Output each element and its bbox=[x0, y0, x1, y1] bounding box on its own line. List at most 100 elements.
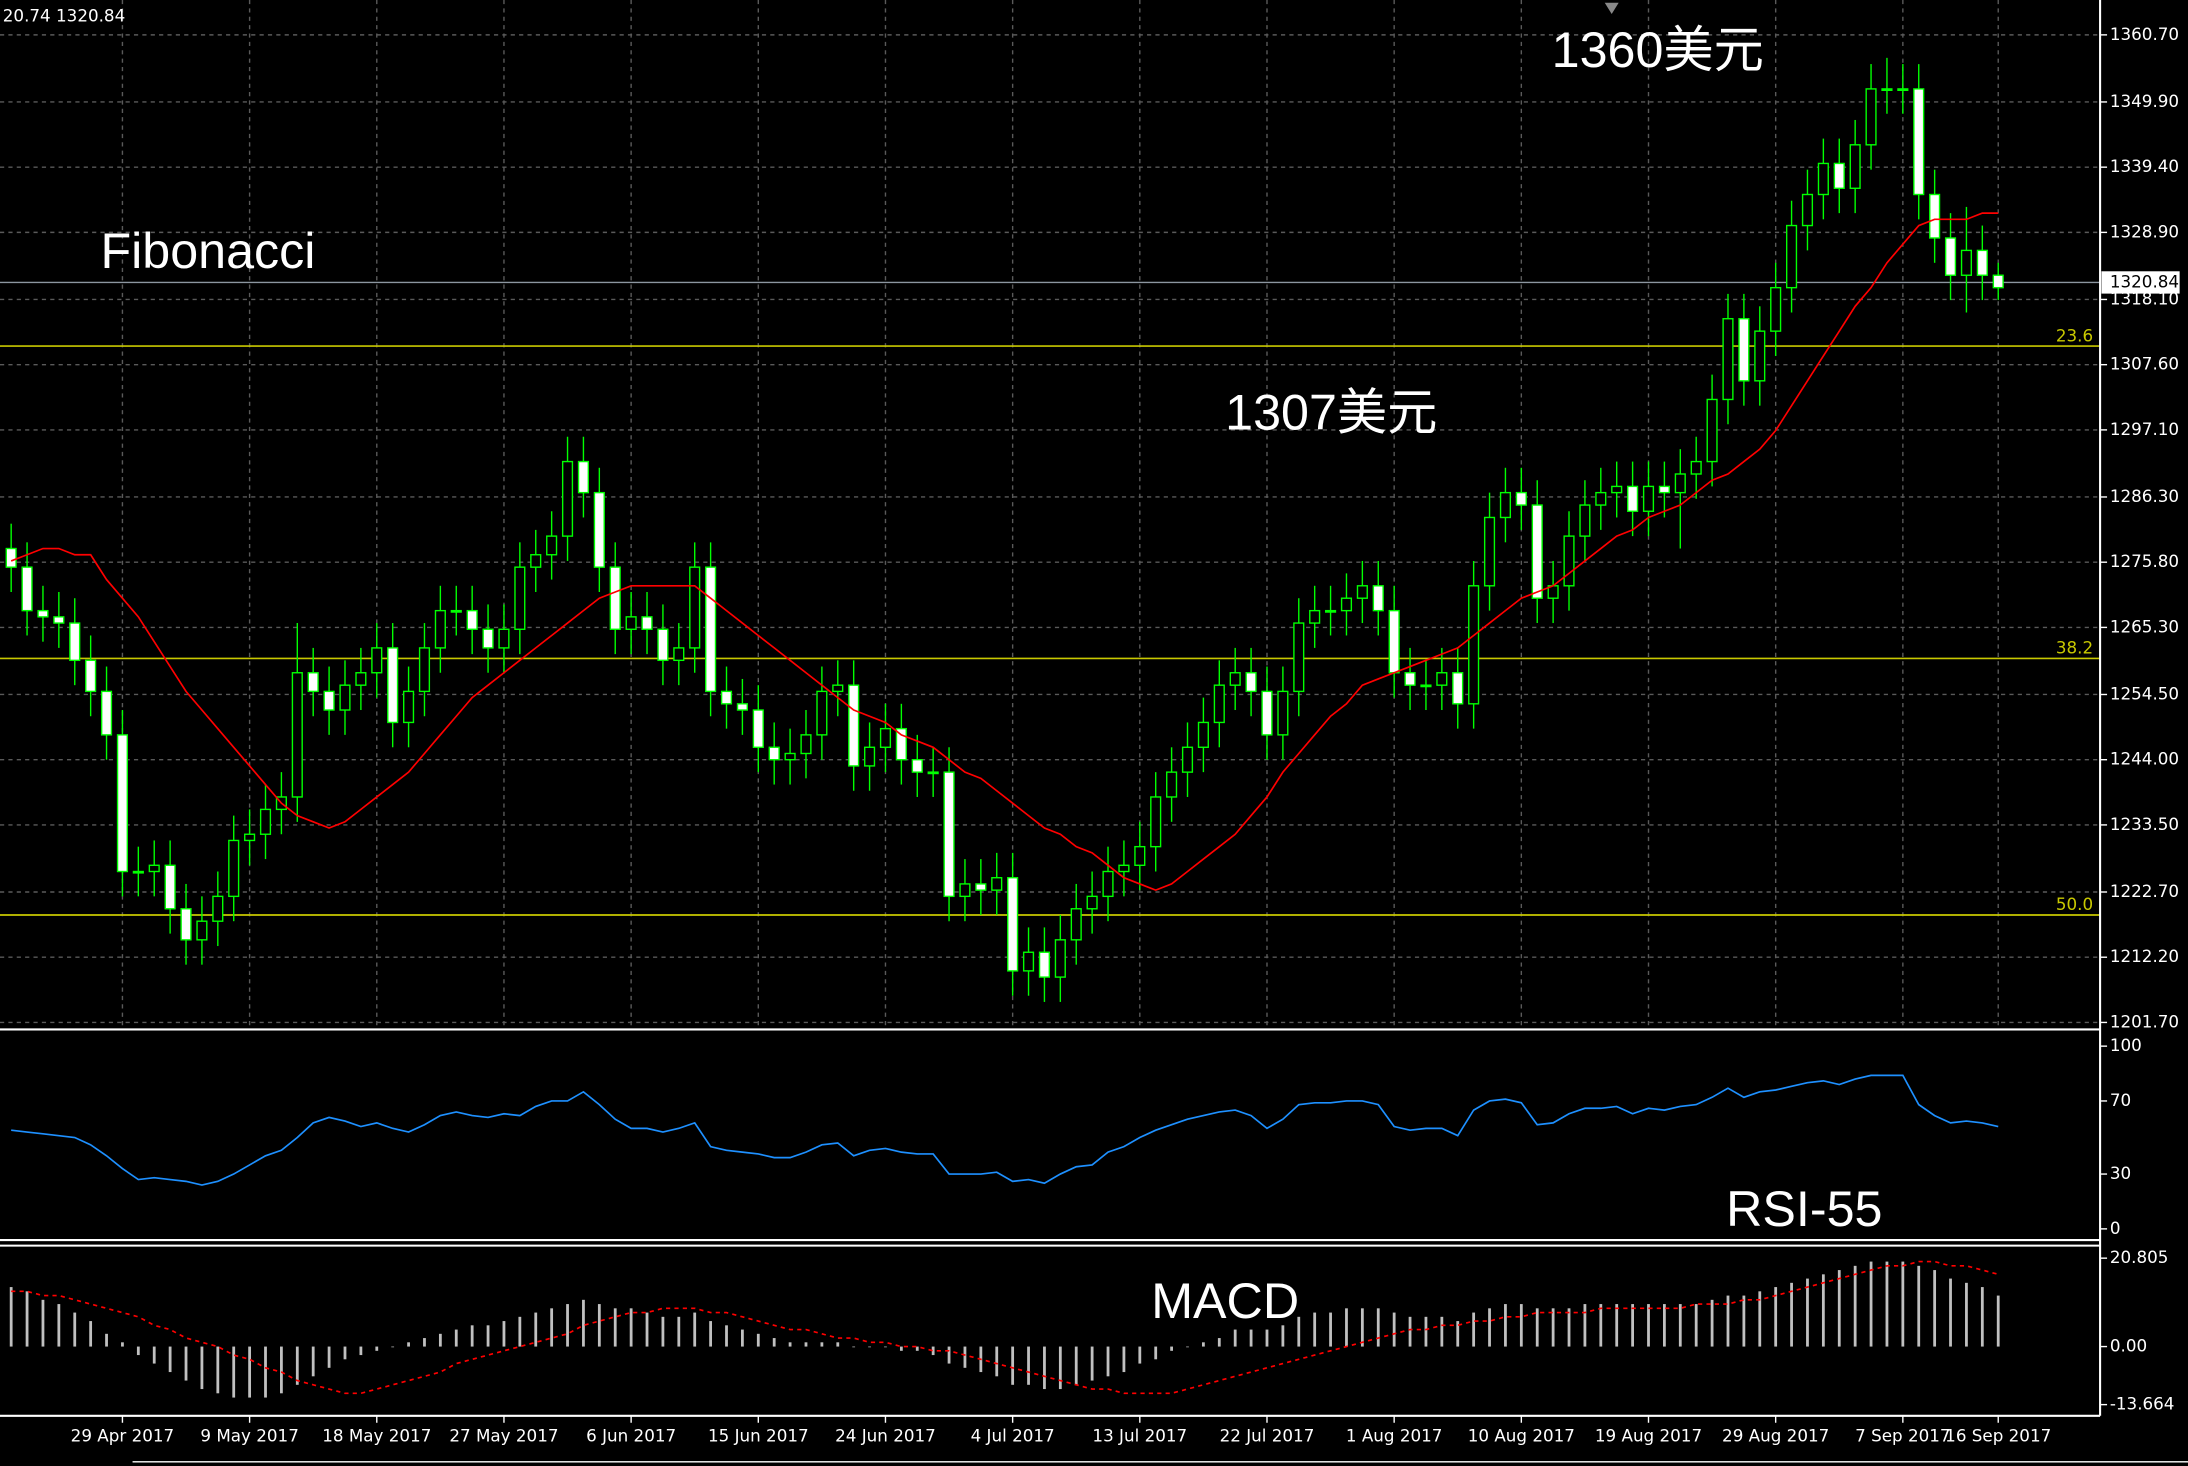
macd-bar bbox=[1663, 1304, 1666, 1347]
candle-body bbox=[1944, 237, 1957, 276]
candle-body bbox=[1976, 249, 1988, 276]
y-tick-label: 1297.10 bbox=[2110, 419, 2179, 439]
candle-body bbox=[1309, 609, 1321, 624]
macd-bar bbox=[1551, 1308, 1555, 1347]
x-tick-label: 18 May 2017 bbox=[322, 1426, 431, 1446]
macd-bar bbox=[73, 1312, 77, 1347]
macd-bar bbox=[550, 1308, 554, 1347]
candle-body bbox=[1515, 491, 1527, 506]
candle-body bbox=[832, 684, 844, 693]
macd-bar bbox=[1027, 1346, 1030, 1385]
macd-bar bbox=[1090, 1346, 1094, 1381]
macd-bar bbox=[1058, 1346, 1062, 1390]
macd-bar bbox=[1424, 1316, 1428, 1347]
macd-bar bbox=[899, 1346, 903, 1351]
candle-body bbox=[21, 566, 33, 612]
candle-body bbox=[514, 566, 526, 630]
candle-body bbox=[1913, 88, 1925, 196]
candle-body bbox=[1420, 684, 1432, 688]
y-tick-label: 0.00 bbox=[2110, 1336, 2147, 1356]
candle-body bbox=[641, 616, 653, 630]
macd-bar bbox=[343, 1346, 347, 1360]
macd-bar bbox=[1408, 1316, 1412, 1347]
candle-body bbox=[450, 609, 462, 613]
macd-bar bbox=[152, 1346, 156, 1364]
macd-bar bbox=[454, 1329, 458, 1347]
candle-body bbox=[816, 690, 828, 736]
candle-body bbox=[577, 460, 590, 494]
macd-bar bbox=[1853, 1265, 1857, 1347]
candle-body bbox=[1849, 144, 1861, 189]
candle-body bbox=[1674, 473, 1686, 494]
candle-body bbox=[593, 491, 605, 568]
macd-bar bbox=[1949, 1278, 1952, 1347]
y-tick-label: 1349.90 bbox=[2110, 91, 2179, 111]
candle-body bbox=[212, 895, 224, 922]
candle-body bbox=[863, 746, 876, 767]
macd-bar bbox=[741, 1329, 744, 1347]
y-tick-label: -13.664 bbox=[2110, 1394, 2175, 1414]
candle-body bbox=[323, 690, 335, 711]
macd-bar bbox=[1440, 1316, 1444, 1347]
candle-body bbox=[1293, 622, 1305, 693]
macd-bar bbox=[295, 1346, 299, 1385]
x-tick-label: 6 Jun 2017 bbox=[586, 1426, 676, 1446]
macd-bar bbox=[582, 1299, 585, 1347]
candle-body bbox=[1150, 796, 1162, 848]
y-tick-label: 1222.70 bbox=[2110, 881, 2179, 901]
macd-bar bbox=[1678, 1304, 1682, 1347]
macd-bar bbox=[915, 1346, 919, 1351]
candle-body bbox=[720, 690, 733, 705]
macd-bar bbox=[1392, 1312, 1396, 1347]
candle-body bbox=[800, 734, 812, 755]
macd-bar bbox=[1758, 1291, 1762, 1347]
candle-body bbox=[848, 684, 860, 767]
macd-bar bbox=[391, 1346, 395, 1348]
macd-bar bbox=[645, 1312, 649, 1347]
candle-body bbox=[768, 746, 780, 761]
macd-bar bbox=[105, 1333, 108, 1347]
macd-signal bbox=[11, 1260, 1999, 1395]
macd-bar bbox=[216, 1346, 220, 1394]
candle-body bbox=[895, 727, 907, 761]
macd-bar bbox=[1074, 1346, 1078, 1385]
x-tick-label: 7 Sep 2017 bbox=[1855, 1426, 1950, 1446]
candle-body bbox=[1754, 330, 1766, 382]
macd-bar bbox=[756, 1333, 760, 1347]
fib-label: 38.2 bbox=[2056, 638, 2093, 658]
macd-bar bbox=[1249, 1329, 1253, 1347]
macd-bar bbox=[709, 1321, 713, 1347]
candle-body bbox=[943, 771, 955, 898]
candle-body bbox=[1054, 939, 1066, 978]
candle-body bbox=[1579, 504, 1591, 537]
y-tick-label: 1286.30 bbox=[2110, 486, 2179, 506]
candle-body bbox=[418, 647, 431, 693]
macd-bar bbox=[884, 1346, 887, 1348]
candle-body bbox=[1960, 249, 1973, 276]
macd-bar bbox=[788, 1342, 792, 1347]
current-price-box bbox=[2101, 271, 2180, 294]
macd-bar bbox=[1106, 1346, 1110, 1377]
macd-bar bbox=[121, 1342, 124, 1347]
macd-bar bbox=[1170, 1346, 1174, 1351]
candle-body bbox=[116, 734, 129, 873]
candle-body bbox=[1865, 88, 1877, 146]
candle-body bbox=[1611, 485, 1623, 494]
macd-bar bbox=[629, 1308, 633, 1347]
macd-bar bbox=[184, 1346, 188, 1381]
candle-body bbox=[1531, 504, 1543, 599]
y-tick-label: 1265.30 bbox=[2110, 616, 2179, 636]
macd-bar bbox=[1376, 1308, 1380, 1347]
candle-body bbox=[546, 535, 558, 556]
candle-body bbox=[228, 839, 240, 898]
macd-bar bbox=[264, 1346, 267, 1398]
candle-body bbox=[1022, 951, 1035, 972]
candle-body bbox=[1770, 286, 1782, 332]
macd-bar bbox=[375, 1346, 379, 1351]
macd-bar bbox=[931, 1346, 935, 1356]
macd-bar bbox=[1980, 1287, 1984, 1347]
candle-body bbox=[1929, 193, 1941, 239]
